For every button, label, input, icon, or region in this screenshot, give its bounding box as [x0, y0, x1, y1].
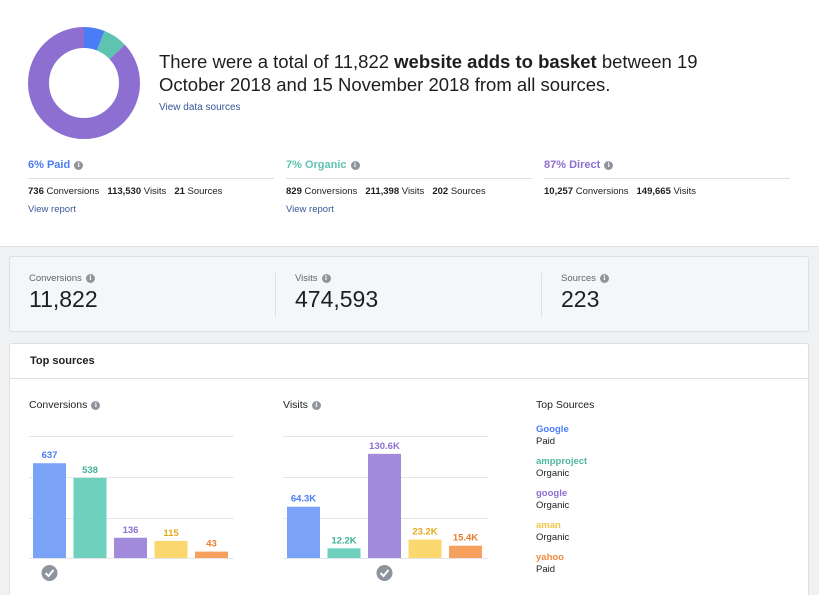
metric-value: 223: [561, 286, 600, 312]
metric-sources: Sources i 223: [561, 273, 609, 319]
top-source-item[interactable]: yahoo Paid: [536, 552, 587, 584]
card-title: Top sources: [30, 355, 95, 367]
metrics-panel: Conversions i 11,822 Visits i 474,593 Sour…: [9, 256, 809, 332]
bar-aman[interactable]: [408, 539, 442, 558]
view-data-sources-link[interactable]: View data sources: [159, 102, 241, 113]
metric-value: 11,822: [29, 286, 98, 312]
verified-check-icon: [41, 565, 58, 581]
divider: [10, 378, 808, 379]
divider: [541, 273, 542, 317]
info-icon[interactable]: i: [599, 274, 609, 283]
top-source-item[interactable]: ampproject Organic: [536, 456, 587, 488]
segment-organic: 7% Organic i 829 Conversions 211,398 Visit…: [286, 158, 532, 215]
bar-value-label: 538: [82, 465, 98, 476]
metric-visits: Visits i 474,593: [295, 273, 379, 312]
info-icon[interactable]: i: [91, 400, 101, 410]
bar-yahoo[interactable]: [195, 551, 228, 558]
summary-section: There were a total of 11,822 website add…: [0, 0, 819, 246]
summary-headline: There were a total of 11,822 website add…: [159, 51, 698, 95]
segment-paid: 6% Paid i 736 Conversions 113,530 Visits 21…: [28, 158, 274, 215]
bar-ampproject[interactable]: [327, 548, 361, 558]
bar-google[interactable]: [33, 463, 66, 558]
view-report-link[interactable]: View report: [28, 204, 76, 215]
segment-direct: 87% Direct i 10,257 Conversions 149,665 Vi…: [544, 158, 790, 197]
info-icon[interactable]: i: [321, 274, 331, 283]
conversions-chart-label: Conversions i: [29, 399, 101, 411]
bar-value-label: 136: [123, 525, 139, 536]
top-source-item[interactable]: Google Paid: [536, 424, 587, 456]
bar-google[interactable]: [287, 506, 320, 558]
bar-value-label: 130.6K: [369, 441, 400, 452]
source-donut-chart: [28, 27, 140, 139]
source-name: yahoo: [536, 552, 564, 563]
bar-value-label: 64.3K: [291, 494, 316, 505]
top-sources-heading: Top Sources: [536, 399, 595, 411]
info-icon[interactable]: i: [311, 400, 321, 410]
source-type: Paid: [536, 436, 556, 447]
bar-aman[interactable]: [154, 540, 188, 558]
bar-value-label: 115: [163, 528, 179, 539]
metric-conversions: Conversions i 11,822: [29, 273, 98, 312]
view-report-link[interactable]: View report: [286, 204, 334, 215]
metric-value: 474,593: [295, 286, 379, 312]
visits-bar-chart: 64.3K 12.2K 130.6K 23.2K 15.4K: [283, 436, 488, 581]
source-name: ampproject: [536, 456, 588, 467]
segment-title: 6% Paid: [28, 159, 71, 171]
segment-title: 87% Direct: [544, 159, 601, 171]
source-type: Paid: [536, 564, 556, 575]
bar-value-label: 12.2K: [331, 535, 356, 546]
bar-value-label: 637: [42, 450, 58, 461]
donut-slice-direct[interactable]: [28, 27, 140, 139]
verified-check-icon: [376, 565, 393, 581]
bar-value-label: 23.2K: [412, 527, 437, 538]
bar-yahoo[interactable]: [449, 545, 482, 558]
source-type: Organic: [536, 468, 570, 479]
info-icon[interactable]: i: [74, 160, 84, 170]
bar-value-label: 15.4K: [453, 533, 478, 544]
source-name: aman: [536, 520, 561, 531]
top-sources-card: Top sources Conversions i 637 538 136 115 43 …: [9, 343, 809, 595]
top-source-item[interactable]: aman Organic: [536, 520, 587, 552]
bar-google[interactable]: [114, 537, 147, 558]
bar-google[interactable]: [368, 453, 401, 558]
source-type: Organic: [536, 532, 570, 543]
source-name: google: [536, 488, 568, 499]
conversions-bar-chart: 637 538 136 115 43: [29, 436, 234, 581]
top-source-item[interactable]: google Organic: [536, 488, 587, 520]
top-sources-list: Google Paid ampproject Organic google Organic…: [536, 424, 587, 584]
info-icon[interactable]: i: [85, 274, 95, 283]
info-icon[interactable]: i: [604, 160, 614, 170]
source-type: Organic: [536, 500, 570, 511]
divider: [275, 273, 276, 317]
visits-chart-label: Visits i: [283, 399, 321, 411]
segment-title: 7% Organic: [286, 159, 347, 171]
source-name: Google: [536, 424, 569, 435]
info-icon[interactable]: i: [350, 160, 360, 170]
bar-ampproject[interactable]: [73, 477, 107, 558]
bar-value-label: 43: [206, 539, 217, 550]
